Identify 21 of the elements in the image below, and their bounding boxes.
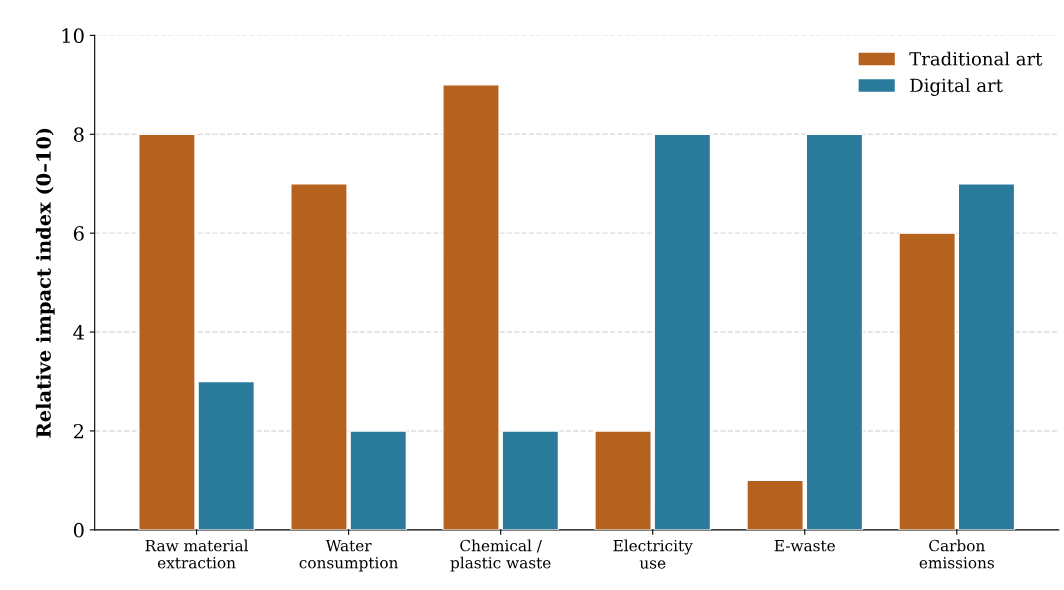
y-tick-label: 4 <box>73 325 84 340</box>
y-tick-label: 6 <box>73 226 84 241</box>
y-tick-label: 2 <box>73 423 84 439</box>
x-tick-label: Electricity use <box>613 539 693 569</box>
bar <box>898 232 956 530</box>
x-tick-label: E-waste <box>774 540 835 552</box>
x-tick-label: Carbon emissions <box>919 539 994 569</box>
y-tick-label: 8 <box>73 127 84 142</box>
legend-label: Digital art <box>910 78 1003 96</box>
y-axis-title: Relative impact index (0–10) <box>35 128 55 438</box>
bar <box>653 133 712 530</box>
legend-label: Traditional art <box>909 51 1043 66</box>
y-tick-label: 10 <box>62 28 84 44</box>
x-tick-label: Water consumption <box>299 540 398 572</box>
bar <box>746 479 804 530</box>
bar <box>594 430 652 530</box>
y-tick-label: 0 <box>73 522 84 538</box>
x-tick-label: Chemical / plastic waste <box>450 539 551 572</box>
x-tick-label: Raw material extraction <box>145 539 249 569</box>
bar <box>805 133 864 530</box>
bar <box>957 183 1016 530</box>
